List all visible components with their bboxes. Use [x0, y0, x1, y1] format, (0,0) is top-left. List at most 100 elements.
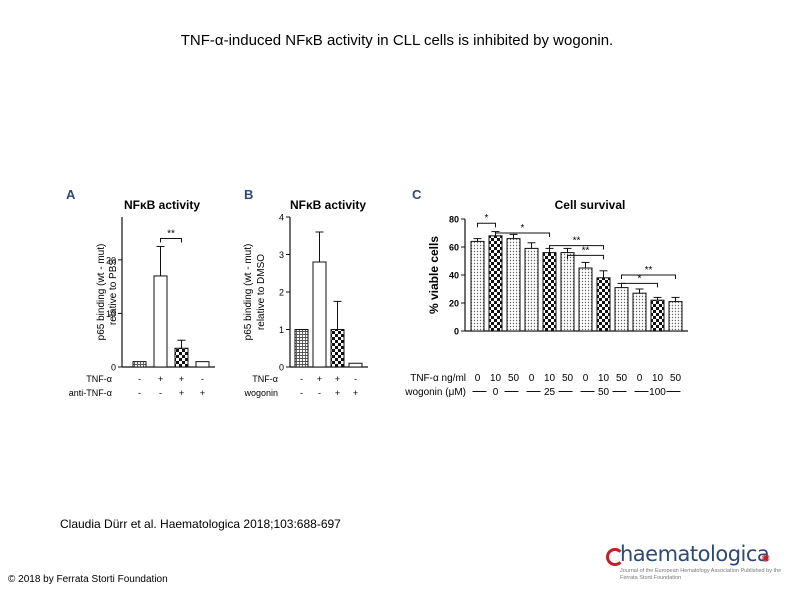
y-tick-label: 3 [279, 250, 284, 260]
condition-value: - [201, 374, 204, 384]
panel-b: B NFκB activity 0 1 2 3 4 p65 binding (wt - mut… [243, 187, 368, 398]
tnf-dose-label: 0 [475, 373, 481, 384]
figure-panels: A NFκB activity 0 10 20 p65 binding (wt - mut… [50, 175, 750, 410]
panel-title: NFκB activity [290, 198, 366, 212]
condition-value: - [300, 374, 303, 384]
copyright: © 2018 by Ferrata Storti Foundation [8, 574, 168, 585]
condition-value: + [335, 374, 340, 384]
tnf-dose-label: 50 [562, 373, 574, 384]
bar [668, 301, 683, 332]
condition-value: - [300, 388, 303, 398]
logo-mark-icon [606, 548, 624, 566]
y-tick-label: 1 [279, 325, 284, 335]
panel-title: NFκB activity [124, 198, 200, 212]
y-axis-label: relative to DMSO [256, 254, 267, 330]
condition-label: anti-TNF-α [69, 388, 112, 398]
page-title: TNF-α-induced NFκB activity in CLL cells… [180, 32, 614, 49]
bar [195, 361, 210, 368]
panel-letter: C [412, 187, 422, 202]
significance-bracket [549, 245, 604, 250]
bar [132, 361, 147, 368]
bar [632, 292, 647, 332]
panel-title: Cell survival [555, 198, 626, 212]
bar [312, 261, 327, 368]
condition-value: + [317, 374, 322, 384]
significance-label: ** [582, 245, 590, 256]
significance-label: * [521, 223, 525, 234]
significance-bracket [495, 232, 550, 237]
y-tick-label: 10 [106, 309, 116, 319]
bar [560, 252, 575, 332]
tnf-dose-label: 10 [544, 373, 556, 384]
tnf-dose-label: 0 [529, 373, 535, 384]
bar [153, 275, 168, 368]
row-label-wogonin: wogonin (μM) [404, 387, 466, 398]
tnf-dose-label: 10 [652, 373, 664, 384]
bar [506, 238, 521, 332]
bar [488, 235, 503, 332]
panel-letter: A [66, 187, 76, 202]
bar [174, 347, 189, 368]
logo-tagline: Journal of the European Hematology Assoc… [620, 568, 782, 581]
condition-value: - [318, 388, 321, 398]
significance-label: * [638, 273, 642, 284]
condition-value: + [158, 374, 163, 384]
significance-bracket [621, 282, 658, 288]
tnf-dose-label: 50 [508, 373, 520, 384]
logo-name: haematologica [620, 542, 770, 566]
bar [348, 362, 363, 368]
y-tick-label: 4 [279, 213, 284, 223]
significance-bracket [477, 222, 496, 228]
significance-label: * [485, 213, 489, 224]
y-tick-label: 0 [111, 363, 116, 373]
significance-bracket [160, 237, 182, 243]
condition-label: wogonin [243, 388, 278, 398]
y-axis-label: % viable cells [427, 236, 441, 314]
bar [578, 267, 593, 332]
y-tick-label: 0 [454, 327, 459, 337]
bar [614, 287, 629, 332]
condition-value: - [159, 388, 162, 398]
condition-value: + [179, 388, 184, 398]
bar [330, 329, 345, 368]
condition-value: + [335, 388, 340, 398]
tnf-dose-label: 10 [490, 373, 502, 384]
bar [542, 252, 557, 332]
logo-fan-icon: ✺ [761, 553, 771, 565]
tnf-dose-label: 0 [583, 373, 589, 384]
significance-label: ** [573, 236, 581, 247]
tnf-dose-label: 50 [670, 373, 682, 384]
condition-value: + [179, 374, 184, 384]
tnf-dose-label: 10 [598, 373, 610, 384]
bar [470, 240, 485, 332]
y-tick-label: 40 [449, 271, 459, 281]
condition-value: + [353, 388, 358, 398]
bar [524, 247, 539, 332]
condition-label: TNF-α [86, 374, 112, 384]
condition-value: - [138, 374, 141, 384]
row-label-tnf: TNF-α ng/ml [410, 373, 466, 384]
wogonin-dose-label: 50 [598, 387, 610, 398]
haematologica-logo: haematologica Journal of the European He… [598, 542, 783, 582]
y-tick-label: 0 [279, 363, 284, 373]
bar [596, 277, 611, 332]
significance-label: ** [645, 265, 653, 276]
y-tick-label: 2 [279, 288, 284, 298]
bar [650, 299, 665, 332]
condition-value: + [200, 388, 205, 398]
wogonin-dose-label: 0 [493, 387, 499, 398]
y-tick-label: 20 [449, 299, 459, 309]
y-tick-label: 20 [106, 255, 116, 265]
wogonin-dose-label: 25 [544, 387, 556, 398]
y-tick-label: 80 [449, 215, 459, 225]
significance-label: ** [167, 228, 175, 239]
bar [294, 329, 309, 368]
condition-value: - [354, 374, 357, 384]
tnf-dose-label: 0 [637, 373, 643, 384]
condition-label: TNF-α [252, 374, 278, 384]
tnf-dose-label: 50 [616, 373, 628, 384]
wogonin-dose-label: 100 [649, 387, 666, 398]
condition-value: - [138, 388, 141, 398]
